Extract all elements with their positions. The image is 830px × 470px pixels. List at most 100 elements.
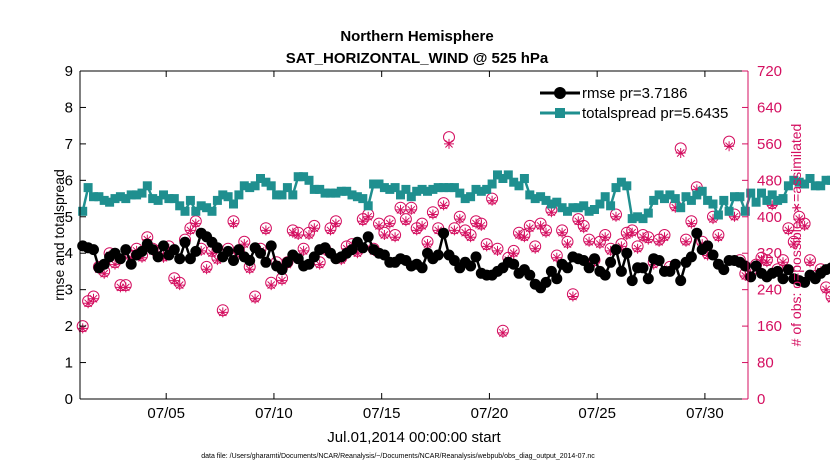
y-tick-label-right: 80 [757,355,774,372]
totalspread-point [519,174,529,183]
obs-assimilated-point [756,255,767,266]
obs-assimilated-point [546,207,557,218]
y-tick-label-right: 480 [757,172,782,189]
totalspread-point [633,212,643,222]
rmse-point [718,264,730,276]
totalspread-point [606,201,616,211]
totalspread-point [153,195,163,205]
rmse-point [653,255,665,266]
totalspread-point [665,190,675,200]
rmse-point [615,265,627,277]
totalspread-point [627,214,637,224]
totalspread-point [584,206,594,216]
totalspread-point [245,183,255,193]
totalspread-point [417,184,427,194]
totalspread-point [309,184,319,194]
totalspread-point [175,201,185,211]
axes-layer: 0 1 2 3 4 5 6 7 8 9 0 80 160 240 320 400 480 560 640 720 07/… [65,63,782,422]
totalspread-point [740,206,750,216]
totalspread-point [708,199,718,209]
rmse-point [158,240,169,252]
totalspread-point [234,190,244,200]
legend-totalspread-marker [555,108,565,118]
totalspread-point [169,194,179,204]
x-tick-label: 07/15 [363,405,401,422]
rmse-point [739,260,751,272]
obs-assimilated-point [654,236,665,247]
totalspread-point [649,195,659,205]
rmse-point [438,227,450,239]
totalspread-point [148,194,158,204]
rmse-point [707,249,719,261]
obs-assimilated-point [217,307,228,318]
obs-assimilated-point [201,264,212,275]
obs-assimilated-point [616,241,627,252]
rmse-point [637,262,649,274]
obs-assimilated-point [541,227,551,238]
obs-assimilated-point [643,234,654,245]
obs-assimilated-point [584,236,595,247]
totalspread-point [800,179,810,189]
totalspread-point [105,197,115,207]
obs-assimilated-point [406,204,417,215]
totalspread-point [229,199,238,209]
rmse-point [114,253,126,265]
legend: rmse pr=3.7186 totalspread pr=5.6435 [534,80,742,128]
rmse-point [120,244,132,256]
totalspread-point [600,192,610,202]
y-tick-label-right: 720 [757,63,782,80]
obs-assimilated-point [287,227,298,238]
totalspread-point [616,177,626,187]
rmse-point [605,256,617,268]
chart-title: Northern Hemisphere [340,28,493,45]
totalspread-point [719,195,729,205]
obs-assimilated-point [379,230,390,240]
rmse-point [260,256,272,268]
totalspread-point [487,179,497,189]
totalspread-point [369,179,379,189]
totalspread-point [207,206,217,216]
totalspread-point [218,190,228,200]
rmse-point [228,255,239,266]
y-tick-label-left: 3 [65,282,73,299]
obs-assimilated-point [400,216,411,227]
obs-assimilated-point [207,248,217,259]
totalspread-point [703,195,713,205]
totalspread-point [89,192,98,202]
totalspread-point [444,183,454,193]
totalspread-point [212,195,222,205]
totalspread-point [816,181,826,191]
obs-assimilated-point [228,218,239,229]
totalspread-point [256,174,265,183]
x-tick-label: 07/25 [578,405,616,422]
totalspread-point [460,194,470,204]
totalspread-point [595,199,605,209]
obs-assimilated-point [519,232,530,243]
obs-assimilated-point [83,298,94,309]
totalspread-point [401,184,411,194]
rmse-point [583,262,595,274]
obs-assimilated-point [508,248,519,259]
y-tick-label-left: 6 [65,172,73,189]
obs-assimilated-point [444,138,454,149]
obs-assimilated-point [417,220,428,231]
rmse-point [540,276,552,288]
totalspread-point [272,190,282,200]
obs-assimilated-point [244,264,255,275]
y-axis-label-right: # of obs: o=possible; ∗=assimilated [788,124,804,347]
obs-assimilated-point [454,214,465,225]
y-tick-label-left: 9 [65,63,73,80]
obs-assimilated-point [422,239,433,250]
totalspread-point [293,172,303,182]
totalspread-point [261,177,271,187]
y-tick-label-left: 7 [65,136,73,153]
totalspread-point [757,188,766,198]
obs-assimilated-point [788,239,799,250]
totalspread-point [428,184,438,194]
totalspread-point [783,181,793,191]
obs-assimilated-point [708,214,718,225]
obs-assimilated-point [260,225,271,236]
obs-assimilated-point [675,148,686,158]
totalspread-point [482,184,492,194]
